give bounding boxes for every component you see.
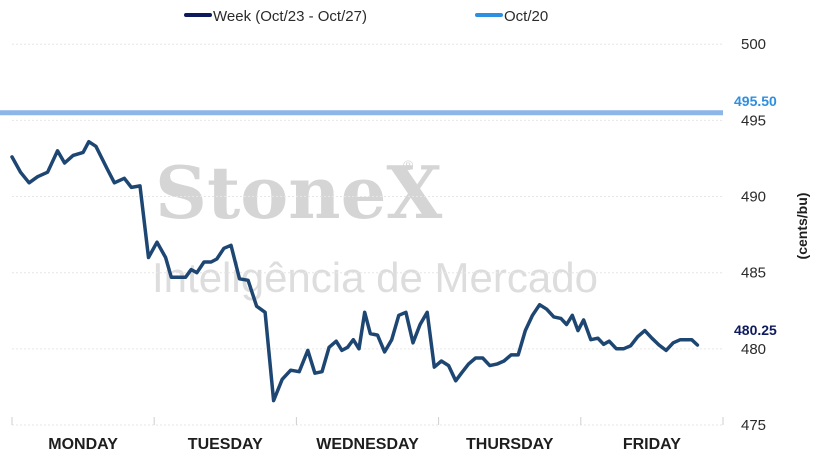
x-tick-marks: [11, 417, 724, 425]
x-category-tuesday: TUESDAY: [188, 436, 263, 453]
y-tick-485: 485: [741, 265, 766, 282]
x-category-labels: MONDAY TUESDAY WEDNESDAY THURSDAY FRIDAY: [48, 436, 681, 453]
watermark-registered-mark: ®: [403, 157, 414, 173]
series-end-label-0: 480.25: [734, 322, 777, 338]
x-category-monday: MONDAY: [48, 436, 118, 453]
grid-lines: [12, 43, 723, 426]
y-tick-500: 500: [741, 36, 766, 53]
y-tick-labels: 475 480 485 490 495 500: [741, 36, 766, 434]
series-end-label-1: 495.50: [734, 93, 777, 109]
watermark-tagline: Inteligência de Mercado: [152, 254, 598, 301]
watermark: StoneX ® Inteligência de Mercado: [152, 150, 598, 301]
series-end-labels: 480.25 495.50: [734, 93, 777, 338]
watermark-brand: StoneX: [155, 150, 442, 235]
y-axis-label: (cents/bu): [794, 193, 810, 260]
legend: Week (Oct/23 - Oct/27) Oct/20: [184, 8, 548, 25]
series-line-week: [10, 139, 700, 403]
y-tick-475: 475: [741, 417, 766, 434]
x-category-friday: FRIDAY: [623, 436, 681, 453]
x-category-wednesday: WEDNESDAY: [316, 436, 419, 453]
x-category-thursday: THURSDAY: [466, 436, 554, 453]
y-tick-480: 480: [741, 341, 766, 358]
y-tick-495: 495: [741, 112, 766, 129]
y-tick-490: 490: [741, 189, 766, 206]
series-lines: [0, 110, 723, 403]
legend-label-oct20: Oct/20: [504, 8, 548, 25]
legend-label-week: Week (Oct/23 - Oct/27): [213, 8, 367, 25]
